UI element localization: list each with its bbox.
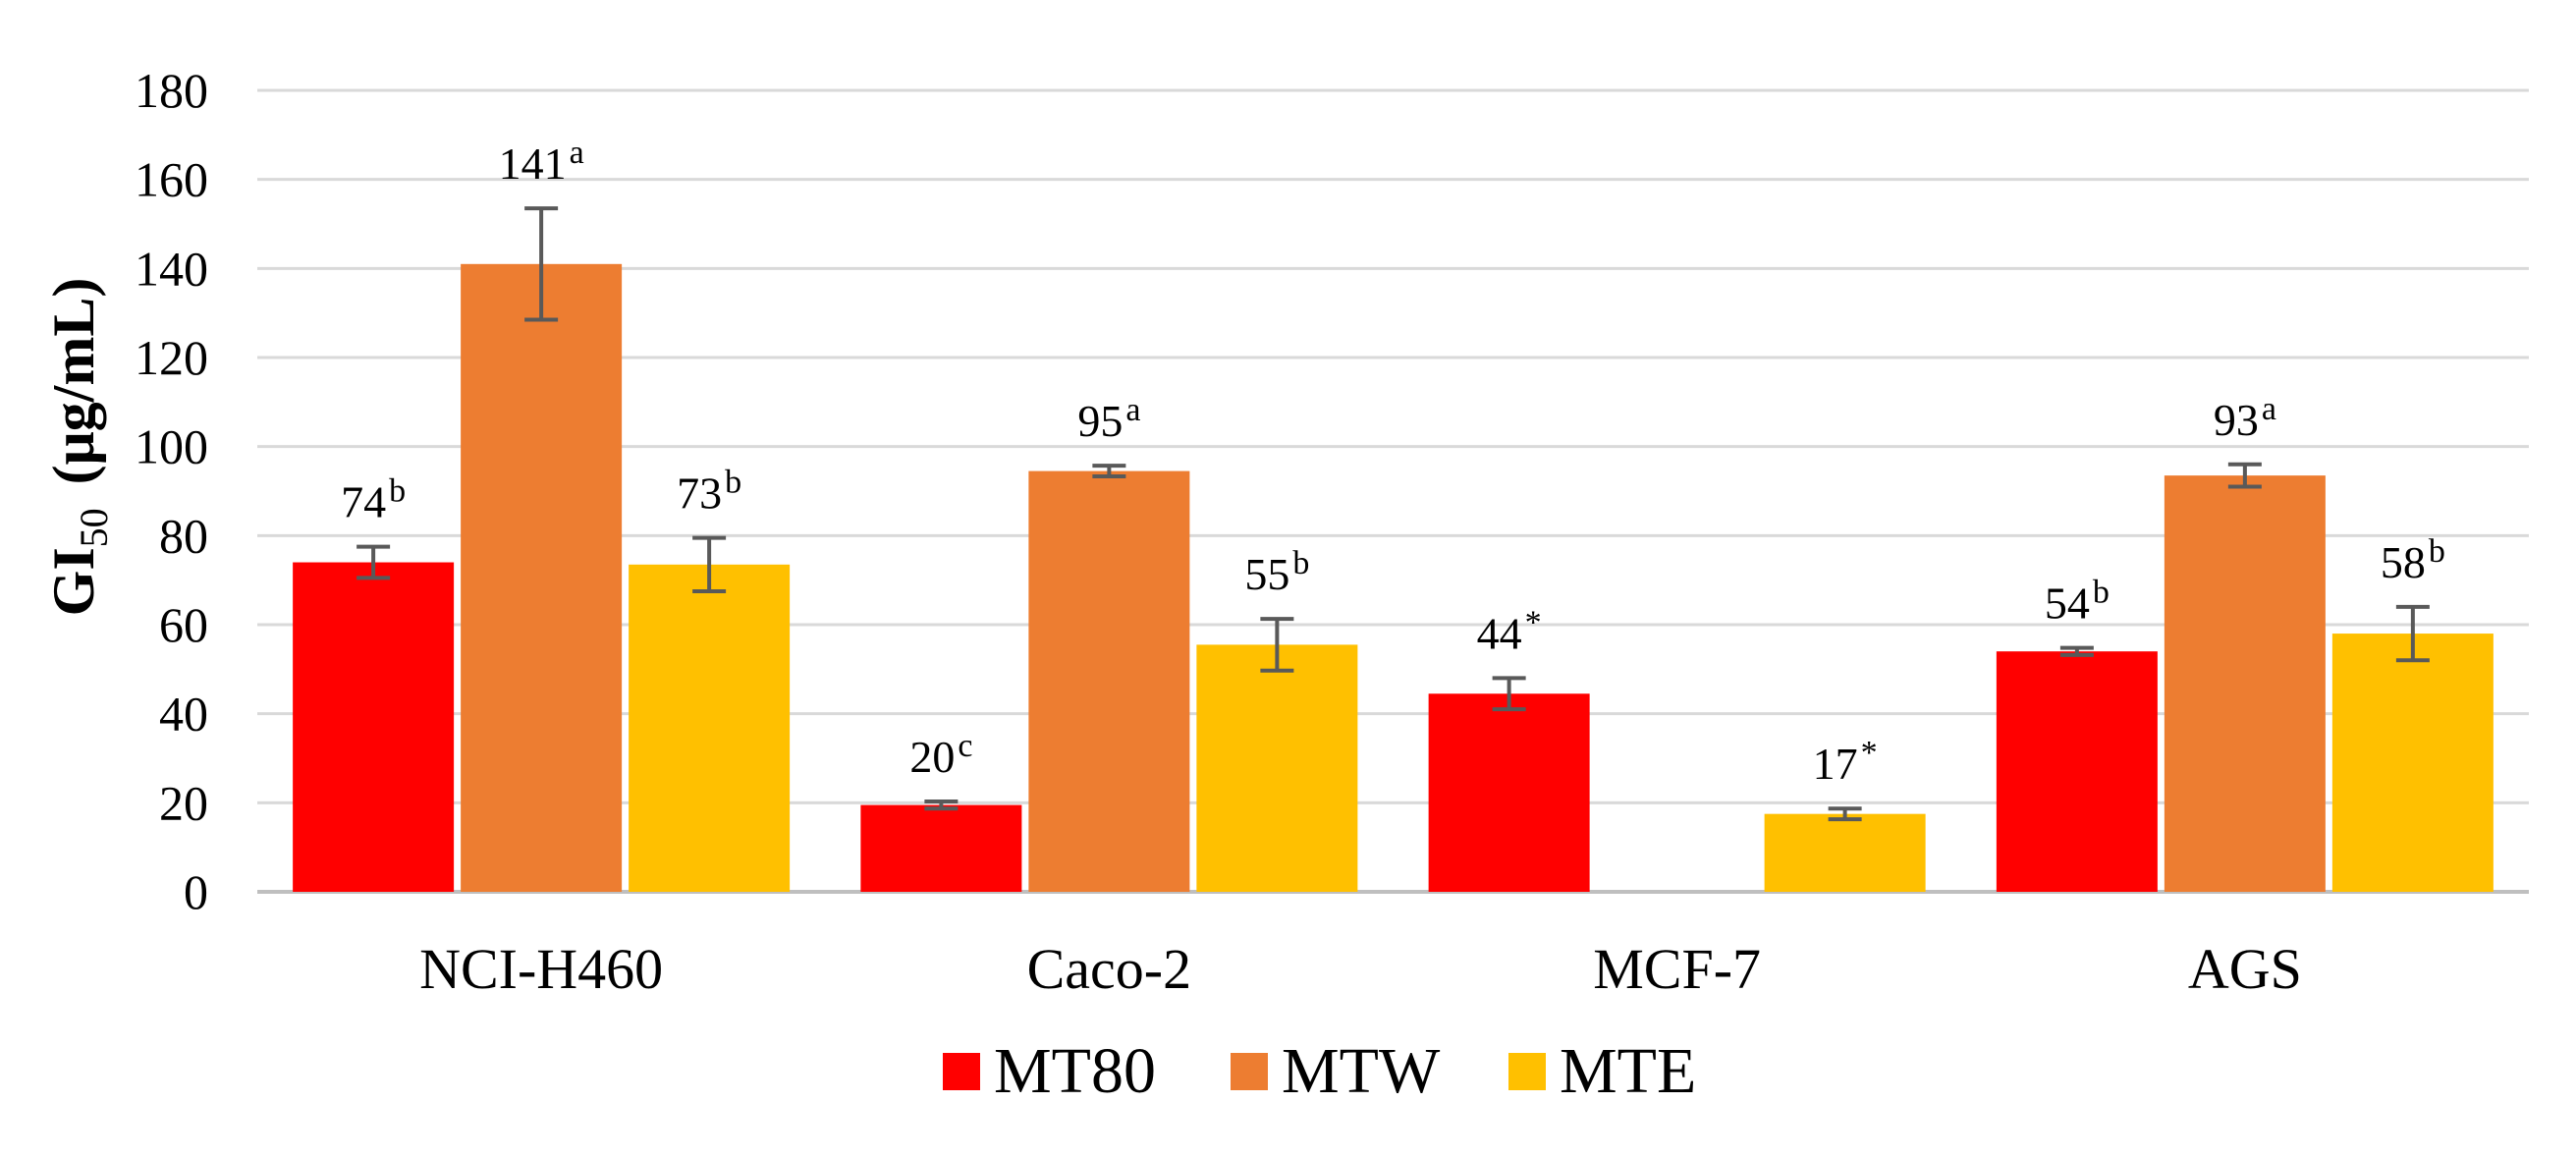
legend-label: MTW	[1282, 1035, 1441, 1107]
y-tick-label: 160	[135, 152, 208, 207]
bar	[1028, 470, 1190, 892]
y-tick-label: 100	[135, 419, 208, 474]
data-label-value: 93	[2214, 395, 2259, 445]
bar	[1428, 693, 1590, 892]
y-tick-label: 140	[135, 241, 208, 296]
data-label-superscript: a	[570, 135, 584, 171]
category-labels: NCI-H460 Caco-2 MCF-7 AGS	[419, 937, 2302, 1001]
data-label-value: 73	[677, 469, 722, 519]
data-label: 93a	[2214, 391, 2276, 445]
y-axis-label-sub: 50	[72, 508, 116, 547]
y-axis-label-main: GI	[41, 547, 106, 616]
legend-swatch	[943, 1053, 980, 1090]
bar	[629, 564, 791, 892]
bar	[293, 562, 455, 892]
data-label: 73b	[677, 465, 741, 519]
data-label-superscript: c	[958, 728, 972, 764]
y-tick-label: 60	[159, 597, 208, 652]
data-label-value: 58	[2381, 537, 2426, 587]
data-label-value: 141	[499, 138, 567, 189]
data-label: 55b	[1244, 545, 1309, 599]
legend-label: MT80	[994, 1035, 1156, 1107]
data-label: 44*	[1477, 604, 1542, 658]
data-label-value: 55	[1244, 549, 1289, 599]
category-label: AGS	[2188, 937, 2302, 1001]
y-tick-label: 80	[159, 508, 208, 563]
data-label-superscript: b	[2093, 575, 2110, 611]
data-label-value: 54	[2045, 579, 2090, 629]
data-label-value: 74	[341, 477, 386, 527]
legend: MT80 MTW MTE	[943, 1035, 1696, 1107]
data-label-value: 17	[1813, 739, 1858, 789]
data-label-superscript: b	[2429, 533, 2445, 570]
data-label-value: 20	[909, 732, 955, 782]
data-label-value: 95	[1077, 396, 1123, 446]
error-bars	[356, 206, 2430, 822]
category-label: NCI-H460	[419, 937, 663, 1001]
legend-swatch	[1231, 1053, 1268, 1090]
y-tick-label: 0	[184, 864, 208, 919]
bar	[1996, 651, 2158, 892]
bar	[860, 804, 1022, 892]
bars	[293, 263, 2494, 892]
y-axis-ticks: 0 20 40 60 80 100 120 140 160 180	[135, 63, 208, 919]
data-label: 95a	[1077, 392, 1140, 446]
data-label: 141a	[499, 135, 584, 189]
data-label-value: 44	[1477, 608, 1522, 658]
bar	[1764, 813, 1926, 892]
data-label: 20c	[909, 728, 972, 782]
data-label-superscript: *	[1525, 604, 1542, 640]
y-tick-label: 120	[135, 330, 208, 385]
data-label: 17*	[1813, 735, 1878, 789]
data-label-superscript: a	[1125, 392, 1140, 428]
data-label-superscript: a	[2262, 391, 2276, 427]
bar	[2164, 475, 2326, 892]
category-label: Caco-2	[1027, 937, 1192, 1001]
bar	[1196, 644, 1358, 892]
y-tick-label: 180	[135, 63, 208, 118]
bar	[2331, 634, 2494, 892]
data-label-superscript: b	[725, 465, 741, 501]
y-axis-label: GI50 (μg/mL)	[41, 278, 116, 617]
category-label: MCF-7	[1593, 937, 1761, 1001]
data-label: 74b	[341, 473, 406, 527]
legend-swatch	[1508, 1053, 1546, 1090]
data-label-superscript: b	[389, 473, 406, 510]
y-axis-label-unit: (μg/mL)	[41, 278, 106, 485]
bar	[461, 263, 623, 892]
y-tick-label: 40	[159, 687, 208, 742]
data-label-superscript: b	[1292, 545, 1309, 581]
legend-label: MTE	[1560, 1035, 1696, 1107]
y-tick-label: 20	[159, 775, 208, 830]
data-label: 54b	[2045, 575, 2110, 629]
data-label-superscript: *	[1861, 735, 1878, 771]
data-label: 58b	[2381, 533, 2445, 587]
